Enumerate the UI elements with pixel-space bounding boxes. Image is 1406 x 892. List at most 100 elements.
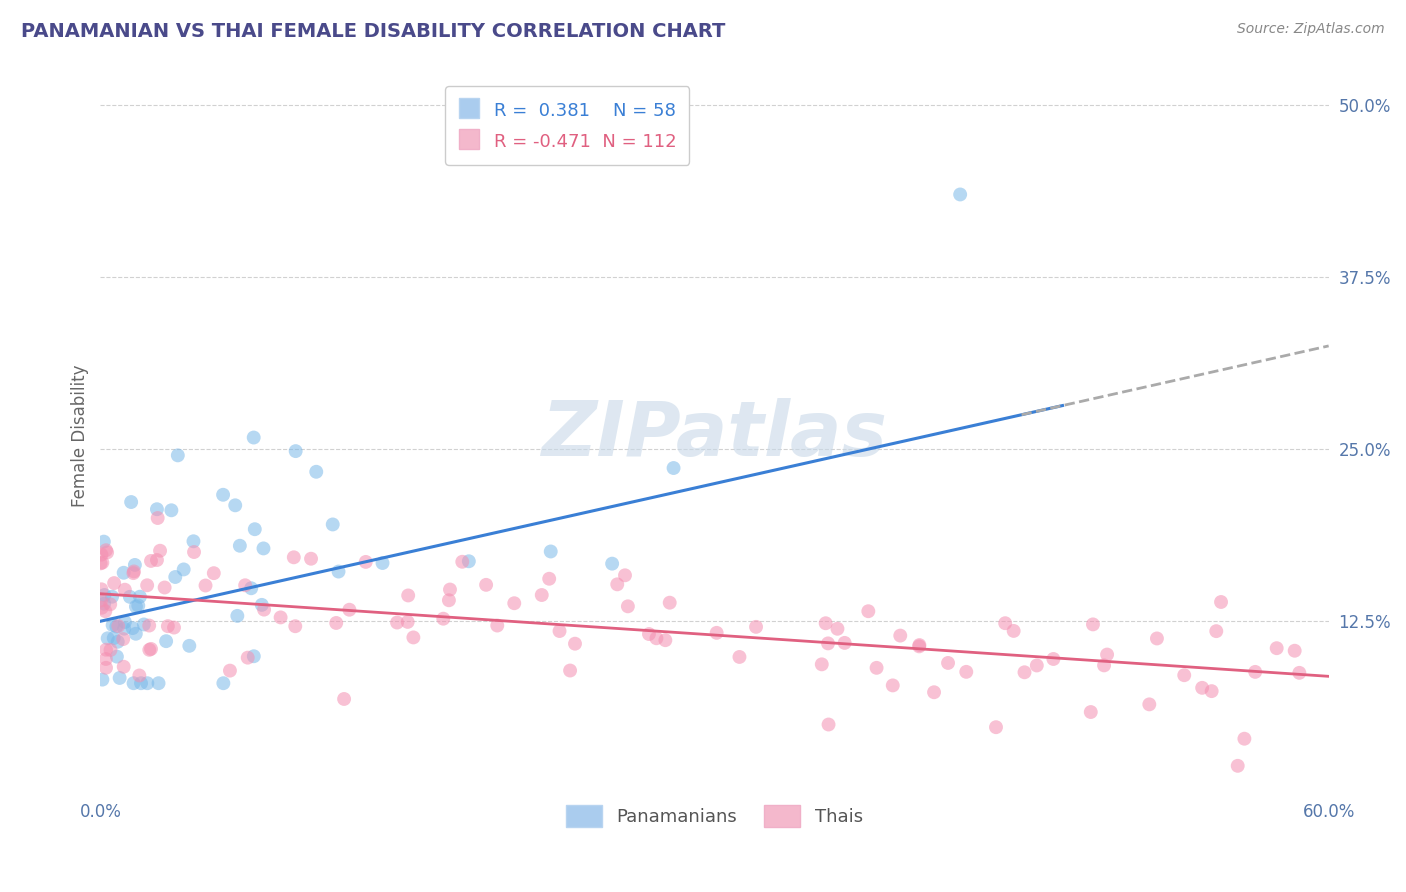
Point [114, 582, 136, 597]
Point [439, 582, 461, 597]
Point [107, 619, 129, 633]
Point [219, 664, 242, 678]
Point [243, 649, 266, 664]
Point [121, 621, 143, 635]
Point [122, 566, 145, 580]
Point [994, 616, 1017, 631]
Point [814, 616, 837, 631]
Point [486, 618, 509, 632]
Point [105, 619, 128, 633]
Point [173, 562, 195, 576]
Point [558, 664, 581, 678]
Point [165, 570, 187, 584]
Point [112, 632, 135, 646]
Point [127, 599, 149, 613]
Point [305, 465, 328, 479]
Point [333, 692, 356, 706]
Text: ZIPatlas: ZIPatlas [541, 399, 887, 473]
Point [385, 615, 408, 630]
Point [283, 550, 305, 565]
Point [745, 620, 768, 634]
Y-axis label: Female Disability: Female Disability [72, 364, 89, 507]
Point [396, 615, 419, 629]
Point [107, 634, 129, 648]
Point [614, 568, 637, 582]
Point [139, 554, 162, 568]
Point [103, 631, 125, 645]
Point [233, 578, 256, 592]
Point [179, 639, 201, 653]
Point [146, 502, 169, 516]
Point [658, 596, 681, 610]
Point [138, 618, 160, 632]
Point [138, 642, 160, 657]
Point [1233, 731, 1256, 746]
Point [90, 600, 112, 615]
Point [132, 617, 155, 632]
Point [148, 676, 170, 690]
Point [224, 498, 246, 512]
Point [1137, 698, 1160, 712]
Point [166, 448, 188, 462]
Point [451, 555, 474, 569]
Text: Source: ZipAtlas.com: Source: ZipAtlas.com [1237, 22, 1385, 37]
Text: PANAMANIAN VS THAI FEMALE DISABILITY CORRELATION CHART: PANAMANIAN VS THAI FEMALE DISABILITY COR… [21, 22, 725, 41]
Point [194, 578, 217, 592]
Point [94, 661, 117, 675]
Point [118, 590, 141, 604]
Point [112, 659, 135, 673]
Point [96, 545, 118, 559]
Point [662, 461, 685, 475]
Point [865, 661, 887, 675]
Point [90, 557, 112, 571]
Point [136, 578, 159, 592]
Point [339, 603, 361, 617]
Point [124, 558, 146, 572]
Point [94, 642, 117, 657]
Point [114, 615, 136, 629]
Point [817, 636, 839, 650]
Point [1025, 658, 1047, 673]
Point [1092, 658, 1115, 673]
Point [371, 556, 394, 570]
Point [160, 503, 183, 517]
Point [706, 625, 728, 640]
Point [91, 556, 114, 570]
Point [396, 589, 419, 603]
Point [984, 720, 1007, 734]
Point [638, 627, 661, 641]
Point [1205, 624, 1227, 639]
Point [858, 604, 880, 618]
Point [94, 543, 117, 558]
Point [955, 665, 977, 679]
Point [1226, 759, 1249, 773]
Point [122, 676, 145, 690]
Point [600, 557, 623, 571]
Point [100, 643, 122, 657]
Point [163, 621, 186, 635]
Point [93, 597, 115, 611]
Point [1265, 641, 1288, 656]
Point [1191, 681, 1213, 695]
Point [1284, 644, 1306, 658]
Point [284, 619, 307, 633]
Point [432, 612, 454, 626]
Point [98, 598, 121, 612]
Point [645, 632, 668, 646]
Point [242, 431, 264, 445]
Point [617, 599, 640, 614]
Point [94, 604, 117, 618]
Point [105, 649, 128, 664]
Point [146, 511, 169, 525]
Point [128, 668, 150, 682]
Point [122, 565, 145, 579]
Point [457, 554, 479, 568]
Point [93, 534, 115, 549]
Point [1209, 595, 1232, 609]
Point [129, 676, 152, 690]
Point [606, 577, 628, 591]
Point [101, 590, 124, 604]
Point [108, 671, 131, 685]
Point [949, 187, 972, 202]
Point [136, 676, 159, 690]
